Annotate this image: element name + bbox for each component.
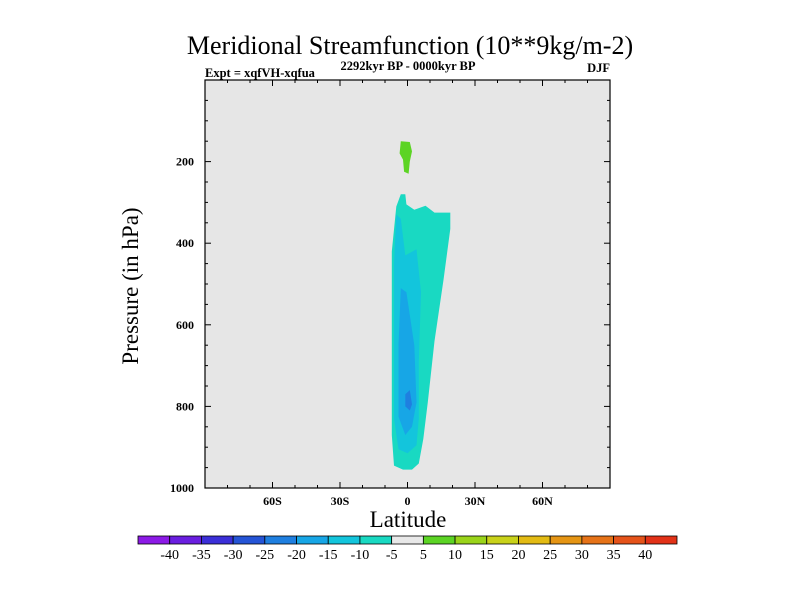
colorbar-swatch xyxy=(264,535,297,545)
x-tick-label: 0 xyxy=(405,494,411,508)
colorbar-swatch xyxy=(137,535,171,545)
colorbar-label: 10 xyxy=(448,548,462,563)
colorbar-swatch xyxy=(518,535,551,545)
axis-ticks: 60S 30S 0 30N 60N 200 400 600 800 1000 xyxy=(170,80,610,508)
season-label: DJF xyxy=(587,61,610,75)
y-tick-label: 1000 xyxy=(170,481,194,495)
x-tick-label: 60S xyxy=(263,494,282,508)
colorbar-swatch xyxy=(549,535,583,545)
colorbar-label: -25 xyxy=(255,548,274,563)
y-tick-label: 800 xyxy=(176,399,194,413)
y-tick-label: 400 xyxy=(176,236,194,250)
x-tick-label: 30N xyxy=(465,494,486,508)
y-tick-label: 600 xyxy=(176,318,194,332)
colorbar-label: 30 xyxy=(575,548,589,563)
colorbar-label: -10 xyxy=(351,548,370,563)
colorbar-label: -40 xyxy=(160,548,179,563)
colorbar-label: -30 xyxy=(224,548,243,563)
experiment-label: Expt = xqfVH-xqfua xyxy=(205,66,316,80)
colorbar-label: 40 xyxy=(638,548,652,563)
y-tick-label: 200 xyxy=(176,155,194,169)
colorbar-swatch xyxy=(422,535,456,545)
colorbar-swatch xyxy=(454,535,488,545)
colorbar-swatch xyxy=(327,535,361,545)
contour-region-minus-15-to-minus-20 xyxy=(398,288,417,435)
colorbar-label: 20 xyxy=(511,548,525,563)
chart-subtitle: 2292kyr BP - 0000kyr BP xyxy=(341,59,476,73)
colorbar-swatch xyxy=(391,535,424,545)
contour-regions xyxy=(391,141,451,470)
colorbar-swatch xyxy=(486,535,519,545)
contour-region-minus-20-to-minus-25 xyxy=(405,390,412,411)
colorbar-swatch xyxy=(581,535,614,545)
colorbar-label: -5 xyxy=(386,548,398,563)
contour-region-plus-5-to-plus-10 xyxy=(399,141,412,174)
colorbar-label: 25 xyxy=(543,548,557,563)
chart-title: Meridional Streamfunction (10**9kg/m-2) xyxy=(187,31,633,60)
colorbar-label: -35 xyxy=(192,548,211,563)
colorbar-swatch xyxy=(359,535,393,545)
colorbar-label: 15 xyxy=(480,548,494,563)
colorbar-swatch xyxy=(644,535,678,545)
colorbar-swatch xyxy=(169,535,202,545)
colorbar-swatch xyxy=(232,535,266,545)
y-axis-label: Pressure (in hPa) xyxy=(118,207,143,364)
colorbar-label: -15 xyxy=(319,548,338,563)
x-tick-label: 30S xyxy=(331,494,350,508)
colorbar-label: 35 xyxy=(607,548,621,563)
colorbar-swatch xyxy=(613,535,646,545)
colorbar-swatch xyxy=(201,535,234,545)
colorbar-label: -20 xyxy=(287,548,306,563)
x-axis-label: Latitude xyxy=(370,507,447,532)
colorbar: -40 -35 -30 -25 -20 -15 -10 -5 5 10 15 20 25 30 35 40 xyxy=(137,535,678,563)
x-tick-label: 60N xyxy=(532,494,553,508)
colorbar-swatch xyxy=(296,535,329,545)
colorbar-label: 5 xyxy=(420,548,427,563)
